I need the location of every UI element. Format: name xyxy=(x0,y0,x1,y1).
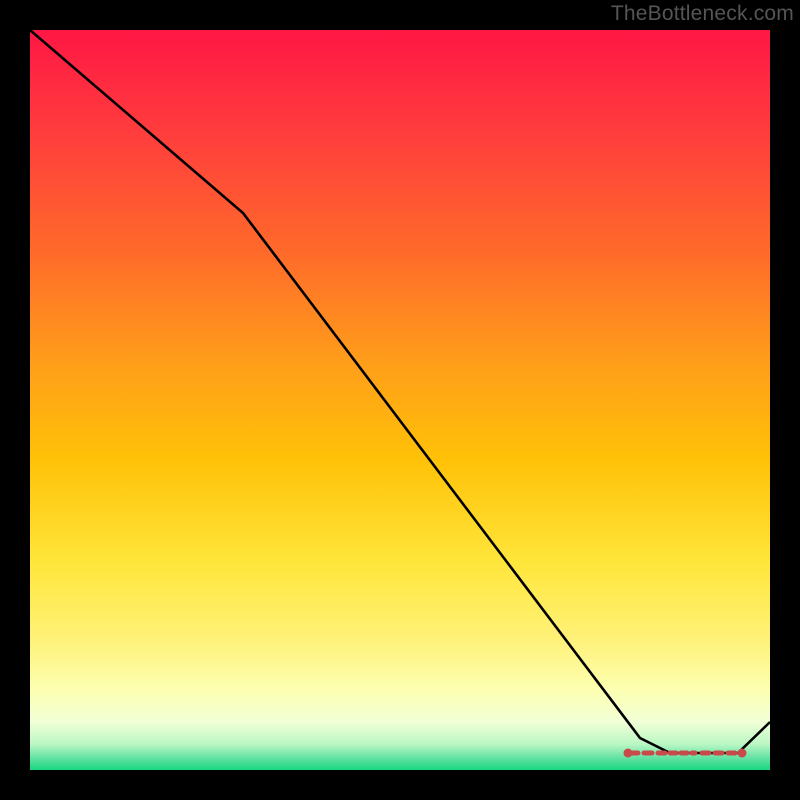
chart-background xyxy=(30,30,770,770)
chart-plot-area xyxy=(30,30,770,770)
chart-svg xyxy=(30,30,770,770)
baseline-marker-dot xyxy=(738,749,747,758)
baseline-marker-dot xyxy=(624,749,633,758)
watermark-text: TheBottleneck.com xyxy=(611,2,794,26)
